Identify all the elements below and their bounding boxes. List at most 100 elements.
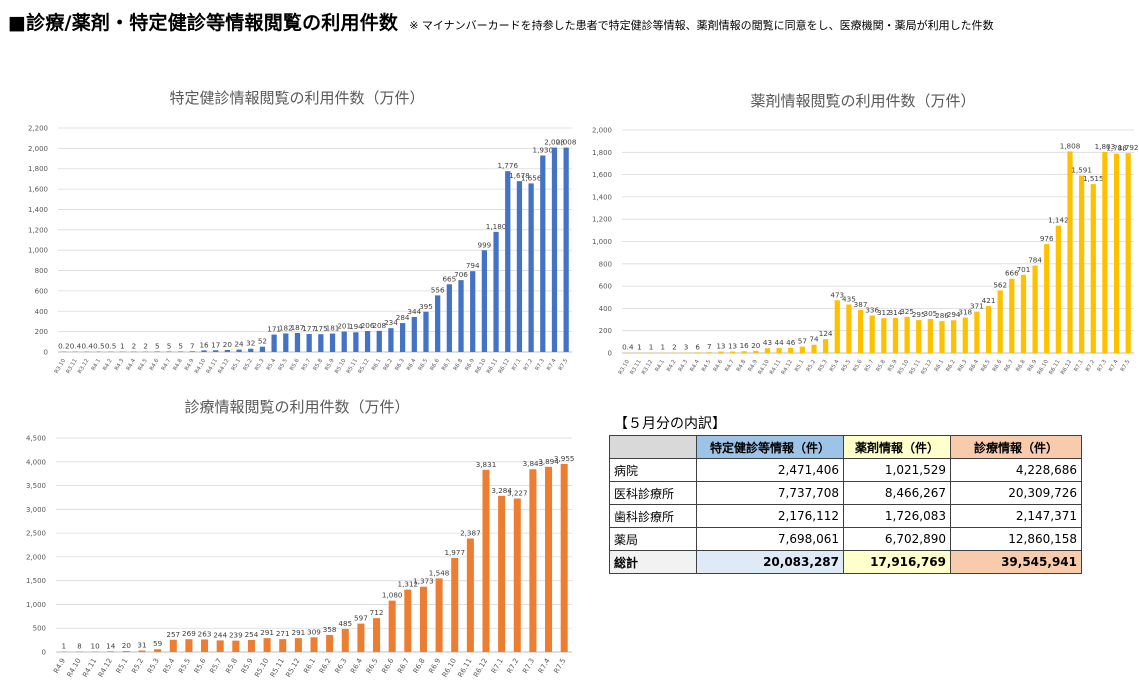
bar <box>516 181 523 352</box>
y-tick-label: 2,000 <box>592 127 612 135</box>
data-label: 999 <box>478 240 492 249</box>
bar <box>823 339 829 353</box>
bar <box>505 171 511 352</box>
x-tick-label: R4.9 <box>52 657 67 675</box>
bar <box>869 315 875 353</box>
cell-tokutei: 2,471,406 <box>696 458 844 482</box>
x-tick-label: R5.3 <box>254 358 266 372</box>
data-label: 16 <box>740 341 750 350</box>
data-label: 435 <box>842 294 856 303</box>
y-tick-label: 2,000 <box>26 553 46 561</box>
bar <box>232 640 240 652</box>
y-tick-label: 1,800 <box>28 165 48 173</box>
bar <box>857 309 864 353</box>
x-tick-label: R6.11 <box>456 657 473 679</box>
data-label: 32 <box>246 339 255 348</box>
bar <box>318 334 324 352</box>
x-tick-label: R6.10 <box>441 657 458 679</box>
bar <box>540 155 546 352</box>
data-label: 0.4 <box>70 342 82 351</box>
data-label: 562 <box>993 280 1007 289</box>
y-tick-label: 1,600 <box>592 171 612 179</box>
breakdown-table: 特定健診等情報（件） 薬剤情報（件） 診療情報（件） 病院 2,471,406 … <box>609 435 1082 574</box>
bar <box>563 147 569 352</box>
x-tick-label: R6.3 <box>334 657 349 675</box>
y-tick-label: 0 <box>44 349 48 357</box>
data-label: 1,312 <box>398 580 419 589</box>
data-label: 0.4 <box>622 343 634 352</box>
cell-yakuzai: 6,702,890 <box>843 527 951 551</box>
bar <box>364 331 371 352</box>
data-label: 358 <box>323 625 337 634</box>
bar <box>446 284 452 352</box>
data-label: 291 <box>260 628 274 637</box>
data-label: 344 <box>407 307 421 316</box>
x-tick-label: R6.4 <box>349 657 364 675</box>
y-tick-label: 800 <box>35 267 48 275</box>
bar <box>185 639 193 652</box>
data-label: 305 <box>924 309 938 318</box>
x-tick-label: R4.7 <box>724 359 736 373</box>
bar <box>373 618 381 652</box>
data-label: 7 <box>707 342 712 351</box>
data-label: 0.5 <box>105 342 116 351</box>
x-tick-label: R5.7 <box>208 657 223 675</box>
data-label: 10 <box>91 642 101 651</box>
bar <box>927 318 933 353</box>
y-tick-label: 500 <box>33 625 46 633</box>
data-label: 182 <box>279 323 293 332</box>
x-tick-label: R4.1 <box>91 358 102 372</box>
x-tick-label: R5.1 <box>115 657 130 675</box>
x-tick-label: R5.12 <box>358 358 371 375</box>
data-label: 309 <box>307 627 321 636</box>
bar <box>1009 278 1015 353</box>
data-label: 2 <box>143 342 148 351</box>
x-tick-label: R7.4 <box>537 657 552 675</box>
y-tick-label: 1,200 <box>592 216 612 224</box>
x-tick-label: R6.6 <box>380 657 395 675</box>
y-tick-label: 0 <box>608 350 612 358</box>
cell-shinryo: 12,860,158 <box>950 527 1082 551</box>
data-label: 194 <box>349 322 363 331</box>
bar <box>1044 244 1050 353</box>
y-tick-label: 800 <box>599 260 612 268</box>
x-tick-label: R6.3 <box>957 359 969 373</box>
row-label: 病院 <box>609 458 697 482</box>
bar <box>1055 225 1061 353</box>
data-label: 712 <box>370 608 384 617</box>
bar <box>166 351 172 352</box>
bar <box>451 557 459 652</box>
bar <box>962 317 968 353</box>
bar <box>329 333 336 352</box>
x-tick-label: R7.2 <box>506 657 521 675</box>
x-tick-label: R6.10 <box>474 358 487 375</box>
x-tick-label: R4.11 <box>206 358 219 375</box>
bar <box>399 323 406 352</box>
bar <box>248 348 254 352</box>
bar <box>846 304 852 353</box>
y-tick-label: 4,000 <box>26 458 46 466</box>
bar <box>376 330 382 352</box>
x-tick-label: R4.10 <box>757 359 770 376</box>
data-label: 2 <box>132 342 137 351</box>
x-tick-label: R6.2 <box>383 358 394 372</box>
x-tick-label: R6.7 <box>396 657 411 675</box>
bar <box>388 328 394 352</box>
x-tick-label: R5.2 <box>130 657 145 675</box>
data-label: 1,180 <box>486 222 507 231</box>
data-label: 46 <box>786 338 796 347</box>
x-tick-label: R6.3 <box>394 358 406 372</box>
x-tick-label: R6.9 <box>464 358 476 372</box>
y-tick-label: 1,200 <box>28 226 48 234</box>
x-tick-label: R4.2 <box>666 359 677 373</box>
data-label: 485 <box>338 619 352 628</box>
x-tick-label: R5.7 <box>301 358 313 372</box>
x-tick-label: R6.10 <box>1037 359 1050 376</box>
data-label: 175 <box>314 324 328 333</box>
data-label: 8 <box>77 642 82 651</box>
x-tick-label: R4.7 <box>161 358 173 372</box>
bar <box>470 271 476 352</box>
bar <box>881 318 887 353</box>
